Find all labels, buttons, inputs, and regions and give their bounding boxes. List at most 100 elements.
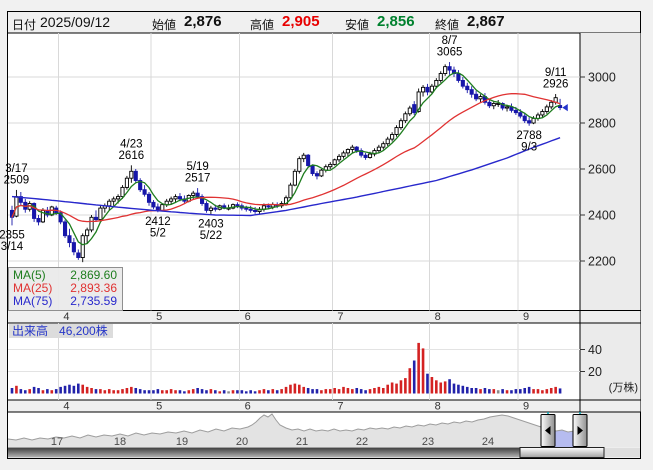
candle-body bbox=[487, 101, 492, 107]
candle-body bbox=[266, 205, 271, 208]
month-label: 8 bbox=[435, 401, 441, 413]
volume-bar bbox=[227, 391, 230, 394]
candle-body bbox=[213, 207, 218, 210]
candle-body bbox=[403, 113, 408, 122]
volume-bar bbox=[474, 388, 478, 394]
volume-bar bbox=[130, 386, 133, 394]
price-annotation: 2403 5/22 bbox=[198, 218, 224, 242]
volume-bar bbox=[214, 390, 217, 394]
candle-body bbox=[398, 120, 404, 129]
volume-bar bbox=[465, 386, 469, 394]
volume-bar bbox=[138, 389, 142, 394]
volume-bar bbox=[121, 389, 124, 394]
volume-bar bbox=[351, 389, 354, 394]
low-value: 2,856 bbox=[377, 13, 415, 30]
price-annotation: 5/19 2517 bbox=[185, 161, 211, 185]
candle-body bbox=[500, 102, 505, 109]
overview-year-label: 24 bbox=[482, 436, 494, 448]
volume-bar bbox=[479, 389, 482, 394]
candle-body bbox=[36, 217, 41, 223]
candle-body bbox=[319, 169, 324, 177]
month-label: 4 bbox=[63, 401, 69, 413]
volume-bar bbox=[116, 390, 120, 394]
candle-body bbox=[98, 207, 103, 221]
candle-body bbox=[89, 216, 94, 231]
price-annotation: 2355 3/14 bbox=[0, 229, 25, 253]
volume-bar bbox=[333, 388, 336, 394]
volume-bar bbox=[461, 385, 465, 394]
volume-bar bbox=[355, 388, 359, 394]
candle-body bbox=[407, 107, 412, 115]
volume-bar bbox=[125, 388, 129, 394]
volume-bar bbox=[408, 368, 412, 394]
candle-body bbox=[456, 73, 461, 81]
nav-left-handle-button[interactable] bbox=[540, 414, 556, 447]
volume-bar bbox=[488, 389, 491, 394]
volume-bar bbox=[267, 390, 270, 394]
volume-bar bbox=[289, 384, 292, 394]
candle-body bbox=[425, 86, 430, 93]
volume-bar bbox=[63, 385, 67, 394]
volume-tick-label: 20 bbox=[588, 365, 602, 379]
ohlc-header: 日付 2025/09/12 始値 2,876 高値 2,905 安値 2,856… bbox=[8, 12, 640, 32]
volume-bar bbox=[549, 388, 553, 394]
ma-legend: MA(5) 2,869.60 MA(25) 2,893.36 MA(75) 2,735.5… bbox=[8, 267, 123, 311]
candle-body bbox=[76, 252, 81, 258]
candle-body bbox=[62, 221, 68, 237]
volume-bar bbox=[165, 390, 168, 394]
candle-body bbox=[124, 177, 129, 188]
candle-body bbox=[310, 165, 315, 175]
volume-bar bbox=[174, 390, 177, 394]
volume-bar bbox=[244, 391, 248, 394]
overview-selection-area[interactable] bbox=[8, 414, 580, 447]
candle-body bbox=[460, 79, 465, 87]
volume-bar bbox=[457, 384, 460, 394]
volume-bar bbox=[558, 388, 562, 394]
ma-label: MA(5) bbox=[13, 268, 46, 282]
date-value: 2025/09/12 bbox=[40, 14, 111, 30]
open-value: 2,876 bbox=[184, 13, 222, 30]
candle-body bbox=[518, 112, 523, 117]
volume-label: 出来高 bbox=[12, 324, 49, 338]
volume-bar bbox=[452, 383, 456, 394]
volume-bar bbox=[412, 360, 416, 394]
volume-bar bbox=[483, 388, 487, 394]
overview-year-label: 23 bbox=[422, 436, 434, 448]
volume-bar bbox=[302, 386, 306, 394]
nav-right-handle-button[interactable] bbox=[572, 414, 588, 447]
price-tick-label: 2200 bbox=[588, 255, 616, 269]
scrollbar-thumb[interactable] bbox=[519, 447, 605, 458]
volume-bar bbox=[439, 382, 443, 394]
volume-bar bbox=[275, 390, 279, 394]
low-label: 安値 bbox=[345, 18, 370, 32]
month-label: 7 bbox=[337, 311, 343, 323]
price-annotation: 9/11 2926 bbox=[543, 67, 569, 91]
overview-area bbox=[8, 414, 580, 447]
volume-bar bbox=[404, 378, 407, 394]
candle-body bbox=[133, 170, 138, 181]
volume-bar bbox=[72, 385, 76, 394]
current-price-marker bbox=[562, 103, 568, 112]
volume-bar bbox=[32, 386, 36, 394]
volume-bar bbox=[103, 390, 107, 394]
volume-bar bbox=[311, 389, 314, 394]
volume-bar bbox=[280, 389, 283, 394]
overview-future-region bbox=[580, 412, 640, 447]
ma75-line bbox=[11, 137, 561, 217]
volume-bar bbox=[77, 383, 80, 394]
volume-bar bbox=[50, 390, 54, 394]
candle-body bbox=[354, 146, 359, 152]
candle-body bbox=[447, 66, 452, 71]
candle-body bbox=[160, 204, 165, 211]
volume-bar bbox=[15, 385, 18, 394]
candle-body bbox=[248, 208, 253, 211]
volume-bar bbox=[306, 388, 310, 394]
candle-body bbox=[350, 146, 355, 150]
volume-bar bbox=[200, 389, 204, 394]
scrollbar-track-elapsed[interactable] bbox=[8, 447, 520, 458]
volume-bar bbox=[505, 390, 509, 394]
candle-body bbox=[142, 189, 147, 195]
ma-legend-row: MA(5) 2,869.60 bbox=[13, 269, 117, 282]
candle-body bbox=[328, 163, 333, 168]
